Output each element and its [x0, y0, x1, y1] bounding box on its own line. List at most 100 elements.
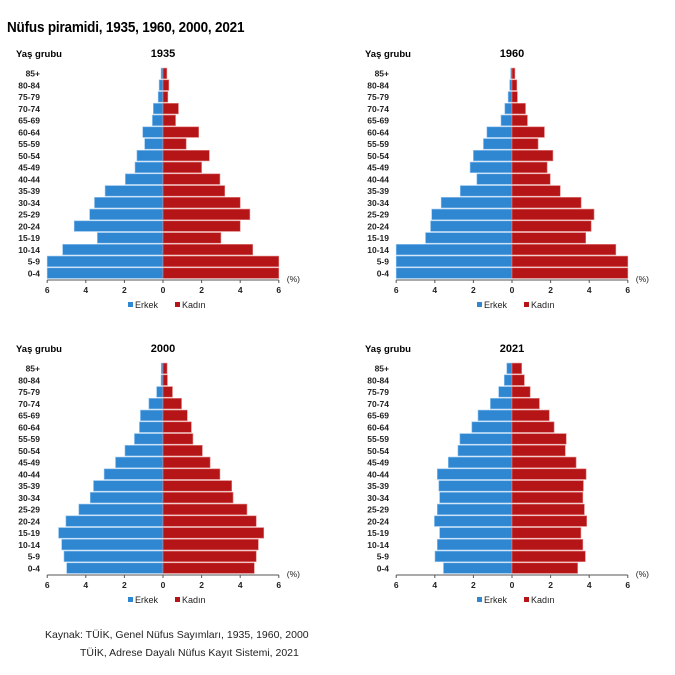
legend-label-female: Kadın — [182, 300, 206, 310]
bar-female — [162, 91, 169, 103]
age-group-label: 40-44 — [367, 469, 389, 479]
legend-swatch-female — [524, 302, 529, 307]
bar-male — [65, 515, 164, 527]
x-tick-label: 4 — [83, 580, 88, 590]
x-tick-label: 6 — [276, 285, 281, 295]
bar-female — [162, 79, 170, 91]
age-group-label: 25-29 — [367, 210, 389, 220]
bar-female — [511, 503, 585, 515]
age-group-label: 50-54 — [18, 446, 40, 456]
bar-female — [511, 386, 531, 398]
age-group-label: 75-79 — [367, 92, 389, 102]
age-group-label: 85+ — [375, 69, 389, 79]
age-group-label: 35-39 — [367, 186, 389, 196]
bar-male — [93, 480, 164, 492]
chart-title: 2000 — [151, 343, 175, 355]
pyramid-svg: 1960 Yaş grubu 85+80-84 75-79 70-74 65-6960-6… — [365, 48, 649, 310]
bar-female — [162, 409, 188, 421]
age-group-label: 75-79 — [18, 92, 40, 102]
age-group-label: 15-19 — [367, 528, 389, 538]
age-group-label: 40-44 — [18, 174, 40, 184]
y-axis-heading: Yaş grubu — [16, 49, 62, 60]
bar-male — [124, 445, 164, 457]
bar-male — [437, 468, 513, 480]
x-tick-label: 4 — [83, 285, 88, 295]
age-group-label: 70-74 — [367, 399, 389, 409]
age-group-label: 55-59 — [18, 139, 40, 149]
x-tick-label: 4 — [238, 580, 243, 590]
bar-female — [162, 421, 192, 433]
bar-female — [162, 185, 226, 197]
x-tick-label: 4 — [432, 285, 437, 295]
bar-female — [162, 480, 233, 492]
x-tick-label: 0 — [510, 580, 515, 590]
bar-male — [46, 267, 164, 279]
age-group-label: 65-69 — [18, 411, 40, 421]
age-group-label: 85+ — [26, 364, 40, 374]
bar-male — [448, 456, 513, 468]
age-group-label: 20-24 — [367, 516, 389, 526]
age-group-label: 35-39 — [18, 481, 40, 491]
age-group-label: 5-9 — [377, 257, 390, 267]
age-group-label: 50-54 — [367, 446, 389, 456]
bar-female — [162, 138, 187, 150]
bar-female — [162, 255, 280, 267]
bar-female — [162, 244, 254, 256]
bar-female — [511, 126, 545, 138]
bar-female — [162, 67, 168, 79]
legend-swatch-male — [477, 597, 482, 602]
bar-male — [140, 409, 164, 421]
bar-male — [139, 421, 164, 433]
bar-male — [506, 362, 513, 374]
y-axis-heading: Yaş grubu — [365, 49, 411, 60]
bar-female — [511, 421, 555, 433]
age-group-label: 25-29 — [18, 210, 40, 220]
bar-female — [162, 126, 200, 138]
bar-female — [511, 433, 567, 445]
x-axis-unit-label: (%) — [287, 274, 300, 284]
bar-male — [395, 267, 513, 279]
age-group-label: 20-24 — [18, 221, 40, 231]
bar-female — [162, 103, 179, 115]
bar-male — [457, 445, 513, 457]
age-group-label: 70-74 — [367, 104, 389, 114]
bar-male — [471, 421, 513, 433]
legend-swatch-female — [175, 302, 180, 307]
pyramid-svg: 2021 Yaş grubu 85+80-84 75-79 70-74 65-6960-6… — [365, 343, 649, 605]
bar-female — [162, 232, 222, 244]
bar-female — [162, 539, 259, 551]
bar-female — [162, 398, 182, 410]
x-tick-label: 2 — [471, 285, 476, 295]
x-tick-label: 6 — [276, 580, 281, 590]
bar-female — [162, 173, 221, 185]
bar-male — [483, 138, 513, 150]
bar-female — [162, 362, 168, 374]
legend-label-male: Erkek — [484, 300, 508, 310]
age-group-label: 60-64 — [18, 127, 40, 137]
legend-label-male: Erkek — [484, 595, 508, 605]
bar-female — [511, 456, 577, 468]
x-tick-label: 2 — [199, 285, 204, 295]
age-group-label: 50-54 — [367, 151, 389, 161]
bar-male — [61, 539, 164, 551]
age-group-label: 10-14 — [18, 540, 40, 550]
bar-female — [162, 445, 203, 457]
bar-male — [134, 161, 164, 173]
bar-male — [157, 91, 164, 103]
age-group-label: 5-9 — [28, 552, 41, 562]
source-note-line-2: TÜİK, Adrese Dayalı Nüfus Kayıt Sistemi,… — [80, 647, 299, 659]
bar-female — [511, 173, 551, 185]
bar-female — [511, 150, 554, 162]
x-tick-label: 6 — [625, 580, 630, 590]
bar-female — [162, 456, 211, 468]
age-group-label: 65-69 — [367, 411, 389, 421]
x-tick-label: 4 — [238, 285, 243, 295]
bar-male — [153, 103, 164, 115]
age-group-label: 35-39 — [367, 481, 389, 491]
bar-female — [511, 267, 629, 279]
legend: Erkek Kadın — [128, 300, 206, 310]
y-axis-heading: Yaş grubu — [16, 344, 62, 355]
bar-female — [511, 468, 587, 480]
bar-male — [425, 232, 513, 244]
age-group-label: 45-49 — [367, 163, 389, 173]
